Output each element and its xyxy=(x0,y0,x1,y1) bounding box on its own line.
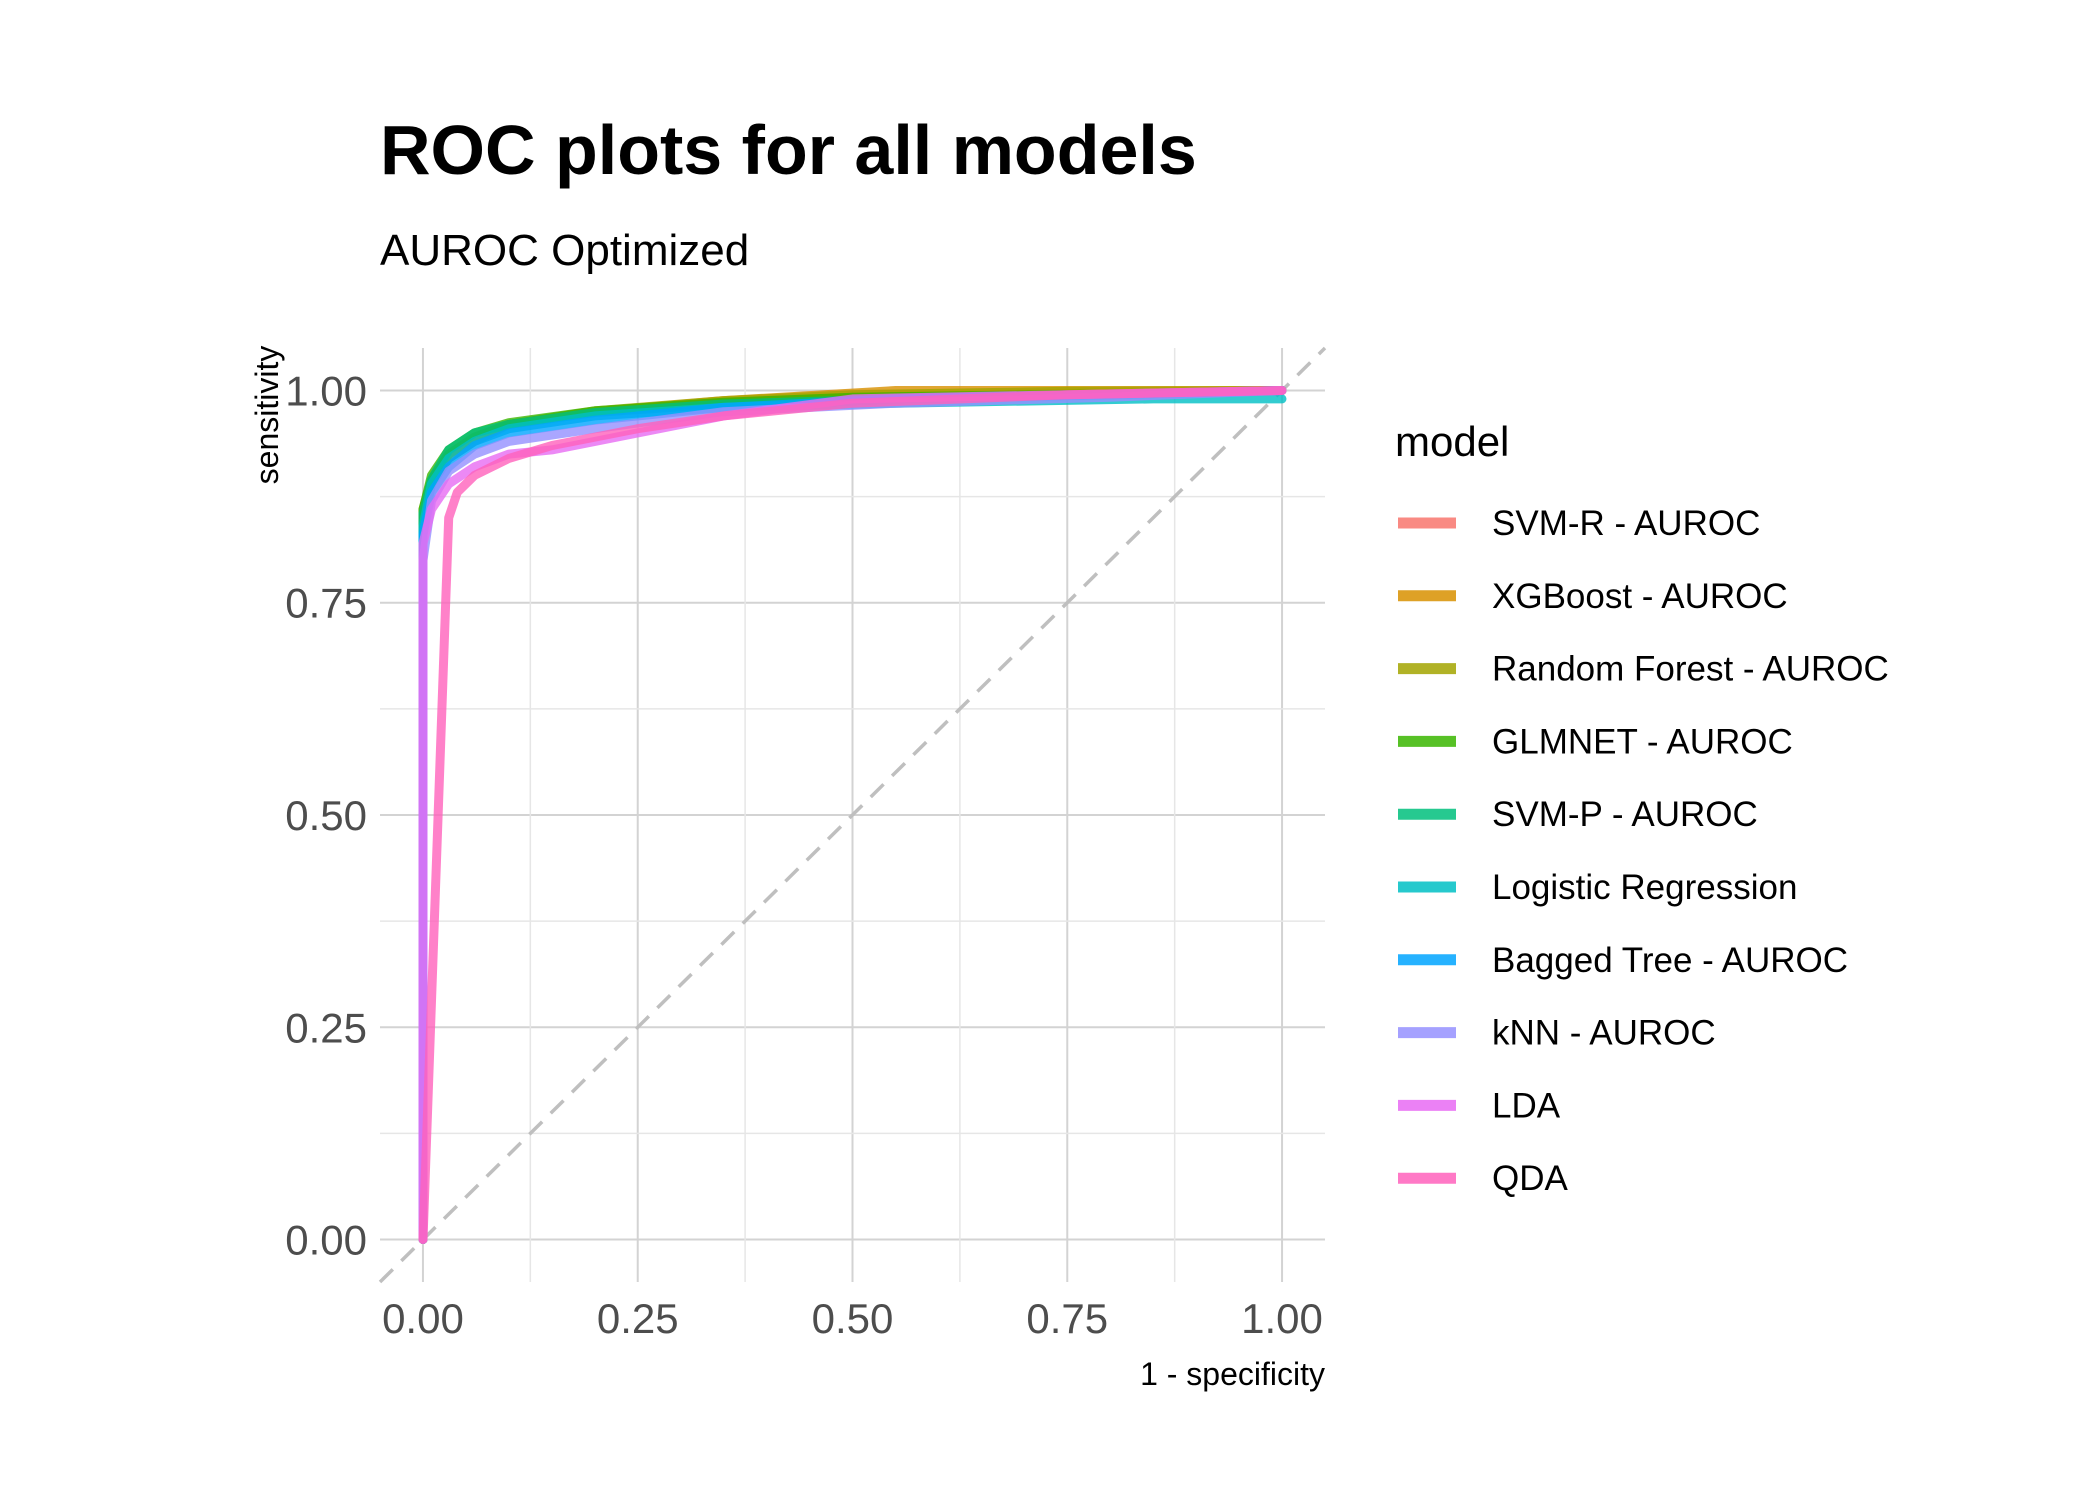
chart-subtitle: AUROC Optimized xyxy=(380,226,750,275)
legend-item: SVM-R - AUROC xyxy=(1398,504,1760,543)
legend-label: Random Forest - AUROC xyxy=(1492,650,1889,689)
legend-item: Bagged Tree - AUROC xyxy=(1398,941,1848,980)
x-axis-title: 1 - specificity xyxy=(1140,1356,1325,1392)
legend-label: Bagged Tree - AUROC xyxy=(1492,941,1848,980)
legend-item: Logistic Regression xyxy=(1398,868,1797,907)
legend-label: LDA xyxy=(1492,1086,1561,1125)
x-tick-label: 0.25 xyxy=(597,1295,679,1342)
legend-label: XGBoost - AUROC xyxy=(1492,577,1788,616)
y-tick-label: 0.00 xyxy=(285,1217,367,1264)
grid xyxy=(380,348,1325,1282)
x-tick-label: 0.75 xyxy=(1026,1295,1108,1342)
y-tick-label: 1.00 xyxy=(285,367,367,414)
x-tick-label: 0.00 xyxy=(382,1295,464,1342)
legend-title: model xyxy=(1395,418,1509,465)
tick-labels: 0.00 0.25 0.50 0.75 1.00 0.00 0.25 0.50 0.75 1.00 xyxy=(285,367,1323,1342)
reference-diagonal xyxy=(378,346,1327,1284)
legend: model SVM-R - AUROC XGBoost - AUROC Random… xyxy=(1395,418,1889,1198)
legend-label: SVM-P - AUROC xyxy=(1492,795,1758,834)
series-group xyxy=(418,386,1287,1244)
legend-item: XGBoost - AUROC xyxy=(1398,577,1788,616)
legend-items: SVM-R - AUROC XGBoost - AUROC Random Fores… xyxy=(1398,504,1889,1198)
roc-line-qda xyxy=(418,386,1287,1244)
legend-item: LDA xyxy=(1398,1086,1561,1125)
legend-label: QDA xyxy=(1492,1159,1569,1198)
legend-item: QDA xyxy=(1398,1159,1569,1198)
y-axis-title: sensitivity xyxy=(249,346,285,485)
y-tick-label: 0.50 xyxy=(285,792,367,839)
legend-label: kNN - AUROC xyxy=(1492,1014,1716,1053)
x-tick-label: 0.50 xyxy=(812,1295,894,1342)
reference-line-group xyxy=(378,346,1327,1284)
legend-item: Random Forest - AUROC xyxy=(1398,650,1889,689)
legend-label: SVM-R - AUROC xyxy=(1492,504,1760,543)
legend-label: Logistic Regression xyxy=(1492,868,1797,907)
y-tick-label: 0.75 xyxy=(285,580,367,627)
x-tick-label: 1.00 xyxy=(1241,1295,1323,1342)
legend-item: SVM-P - AUROC xyxy=(1398,795,1758,834)
legend-item: GLMNET - AUROC xyxy=(1398,722,1793,761)
chart-title: ROC plots for all models xyxy=(380,111,1197,189)
legend-item: kNN - AUROC xyxy=(1398,1014,1716,1053)
legend-label: GLMNET - AUROC xyxy=(1492,722,1793,761)
y-tick-label: 0.25 xyxy=(285,1004,367,1051)
